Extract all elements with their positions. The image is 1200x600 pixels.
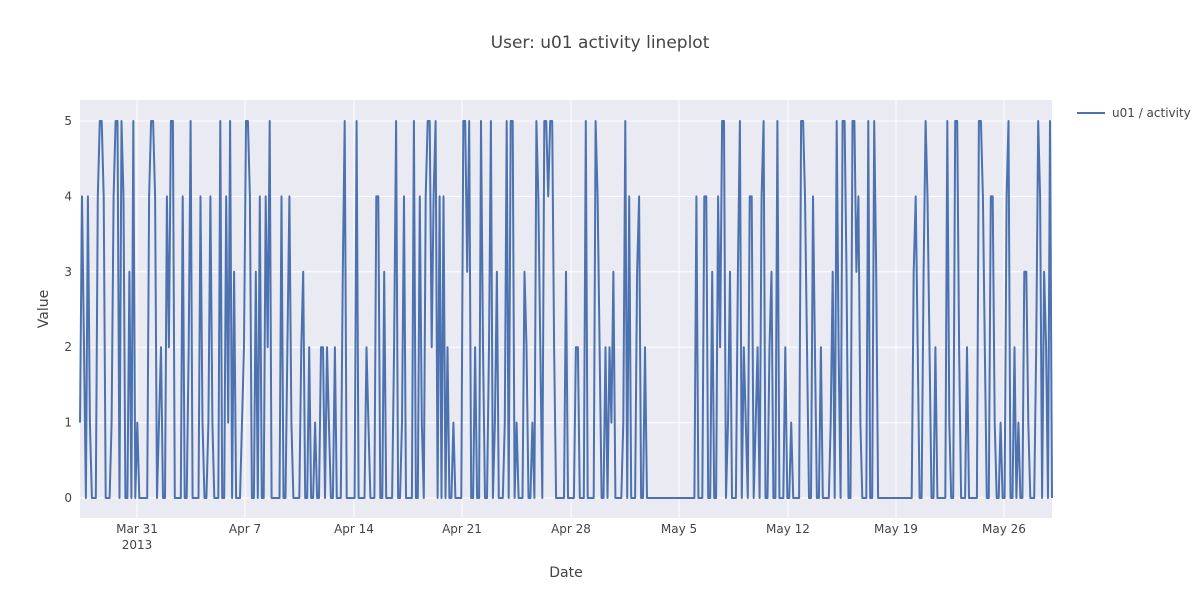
y-tick-label: 2 bbox=[64, 340, 72, 354]
x-axis-tick-labels: Mar 31 2013 Apr 7 Apr 14 Apr 21 Apr 28 May 5 Ma… bbox=[116, 522, 1026, 552]
x-tick-label: May 12 bbox=[766, 522, 810, 536]
y-axis-tick-labels: 0 1 2 3 4 5 bbox=[64, 114, 72, 505]
x-tick-label: Apr 7 bbox=[229, 522, 261, 536]
y-tick-label: 4 bbox=[64, 189, 72, 203]
x-tick-label: May 5 bbox=[661, 522, 697, 536]
x-tick-label: Mar 31 bbox=[116, 522, 158, 536]
x-tick-label: May 26 bbox=[982, 522, 1026, 536]
x-tick-label: Apr 21 bbox=[442, 522, 482, 536]
chart-title: User: u01 activity lineplot bbox=[490, 33, 710, 53]
legend-line-swatch-icon bbox=[1077, 112, 1105, 114]
series-line-u01-activity[interactable] bbox=[79, 120, 1053, 499]
x-tick-label: May 19 bbox=[874, 522, 918, 536]
y-tick-label: 3 bbox=[64, 265, 72, 279]
x-tick-year-label: 2013 bbox=[122, 538, 153, 552]
y-axis-title: Value bbox=[36, 290, 52, 328]
x-axis-title: Date bbox=[549, 565, 582, 581]
x-tick-label: Apr 28 bbox=[551, 522, 591, 536]
x-tick-label: Apr 14 bbox=[334, 522, 374, 536]
legend[interactable]: u01 / activity bbox=[1077, 106, 1191, 120]
y-tick-label: 0 bbox=[64, 491, 72, 505]
y-tick-label: 1 bbox=[64, 416, 72, 430]
y-tick-label: 5 bbox=[64, 114, 72, 128]
legend-label: u01 / activity bbox=[1112, 106, 1191, 120]
